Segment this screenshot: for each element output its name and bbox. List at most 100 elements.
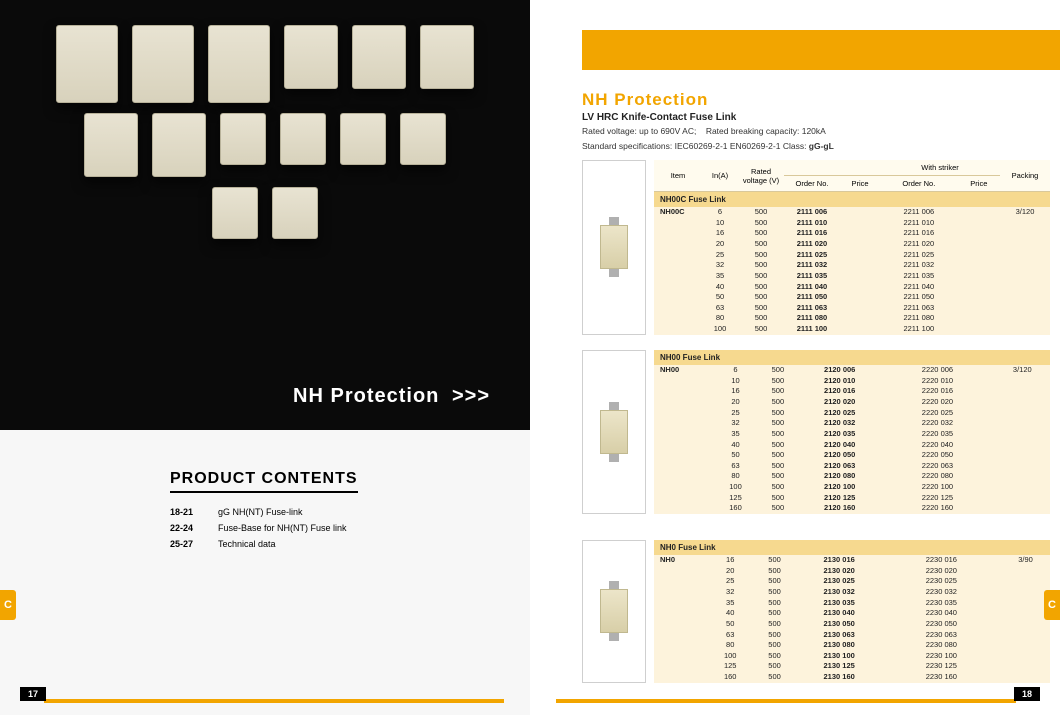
- cell-item: [654, 418, 714, 429]
- cell-in: 35: [708, 598, 752, 609]
- cell-price: [882, 576, 899, 587]
- table-row: 205002130 0202230 020: [654, 566, 1050, 577]
- cell-voltage: 500: [738, 303, 784, 314]
- table-row: 1255002120 1252220 125: [654, 493, 1050, 504]
- cell-price: [840, 271, 880, 282]
- cell-order-striker: 2211 006: [880, 207, 958, 218]
- cell-price: [840, 292, 880, 303]
- spec-section: NH00 Fuse LinkNH0065002120 0062220 0063/…: [582, 350, 1050, 514]
- cell-in: 32: [708, 587, 752, 598]
- cell-price-striker: [958, 282, 1000, 293]
- cell-order: 2120 035: [799, 429, 880, 440]
- cell-price-striker: [984, 576, 1001, 587]
- cell-order-striker: 2220 050: [897, 450, 978, 461]
- cell-order-striker: 2220 080: [897, 471, 978, 482]
- cell-voltage: 500: [738, 282, 784, 293]
- cell-price: [880, 450, 897, 461]
- cell-packing: [1001, 651, 1050, 662]
- table-row: 355002111 0352211 035: [654, 271, 1050, 282]
- cell-voltage: 500: [752, 566, 796, 577]
- cell-price-striker: [984, 555, 1001, 566]
- cell-packing: [1001, 566, 1050, 577]
- cell-price-striker: [958, 260, 1000, 271]
- product-photo: [84, 113, 138, 177]
- cell-in: 100: [702, 324, 738, 335]
- cell-in: 25: [714, 408, 756, 419]
- cell-packing: 3/120: [1000, 207, 1050, 218]
- cell-in: 10: [714, 376, 756, 387]
- cell-order: 2120 100: [799, 482, 880, 493]
- cell-price: [880, 386, 897, 397]
- cell-price: [880, 503, 897, 514]
- cell-order-striker: 2230 050: [899, 619, 984, 630]
- table-row: 165002111 0162211 016: [654, 228, 1050, 239]
- table-row: 635002111 0632211 063: [654, 303, 1050, 314]
- page-number: 17: [20, 687, 46, 701]
- cell-order: 2130 125: [797, 661, 882, 672]
- cell-voltage: 500: [752, 661, 796, 672]
- cell-packing: [995, 493, 1050, 504]
- cell-price: [880, 418, 897, 429]
- cell-voltage: 500: [757, 450, 799, 461]
- cell-item: [654, 493, 714, 504]
- cell-voltage: 500: [757, 493, 799, 504]
- cell-order: 2111 035: [784, 271, 840, 282]
- cell-in: 40: [708, 608, 752, 619]
- cell-packing: [1001, 672, 1050, 683]
- product-photo: [272, 187, 318, 239]
- hero-caption: NH Protection >>>: [293, 385, 490, 408]
- cell-order: 2130 016: [797, 555, 882, 566]
- table-row: 1005002111 1002211 100: [654, 324, 1050, 335]
- cell-order: 2130 160: [797, 672, 882, 683]
- cell-order: 2120 006: [799, 365, 880, 376]
- cell-price-striker: [984, 566, 1001, 577]
- cell-item: [654, 271, 702, 282]
- cell-packing: [995, 471, 1050, 482]
- cell-in: 50: [702, 292, 738, 303]
- section-title: NH0 Fuse Link: [654, 540, 1050, 555]
- cell-in: 16: [702, 228, 738, 239]
- cell-item: [654, 239, 702, 250]
- cell-packing: [1000, 271, 1050, 282]
- cell-price-striker: [984, 640, 1001, 651]
- cell-item: [654, 218, 702, 229]
- cell-voltage: 500: [738, 228, 784, 239]
- table-row: 255002111 0252211 025: [654, 250, 1050, 261]
- spec-table: ItemIn(A)Rated voltage (V)With strikerPa…: [654, 160, 1050, 335]
- table-row: 505002120 0502220 050: [654, 450, 1050, 461]
- header-banner: [582, 30, 1060, 70]
- cell-voltage: 500: [757, 418, 799, 429]
- cell-price: [840, 250, 880, 261]
- cell-price-striker: [978, 450, 995, 461]
- cell-item: [654, 313, 702, 324]
- spec-table: NH0 Fuse LinkNH0165002130 0162230 0163/9…: [654, 540, 1050, 683]
- cell-packing: [995, 482, 1050, 493]
- cell-order: 2120 125: [799, 493, 880, 504]
- cell-price: [880, 429, 897, 440]
- hero-image-area: NH Protection >>>: [0, 0, 530, 430]
- cell-voltage: 500: [752, 651, 796, 662]
- th-order: Order No.: [880, 176, 958, 192]
- cell-price-striker: [958, 218, 1000, 229]
- contents-text: gG NH(NT) Fuse-link: [218, 507, 303, 517]
- table-row: 355002120 0352220 035: [654, 429, 1050, 440]
- cell-price: [880, 408, 897, 419]
- cell-item: [654, 386, 714, 397]
- cell-item: [654, 471, 714, 482]
- cell-packing: [1001, 587, 1050, 598]
- cell-order: 2130 040: [797, 608, 882, 619]
- cell-price-striker: [958, 250, 1000, 261]
- cell-price-striker: [978, 408, 995, 419]
- cell-order-striker: 2230 020: [899, 566, 984, 577]
- section-title: NH00C Fuse Link: [654, 192, 1050, 208]
- product-photo: [152, 113, 206, 177]
- cell-order-striker: 2211 010: [880, 218, 958, 229]
- product-photo: [420, 25, 474, 89]
- cell-price-striker: [978, 418, 995, 429]
- cell-price: [840, 313, 880, 324]
- th-voltage: Rated voltage (V): [738, 160, 784, 192]
- hero-title: NH Protection: [293, 385, 439, 407]
- cell-item: NH00: [654, 365, 714, 376]
- cell-price: [882, 555, 899, 566]
- table-row: 355002130 0352230 035: [654, 598, 1050, 609]
